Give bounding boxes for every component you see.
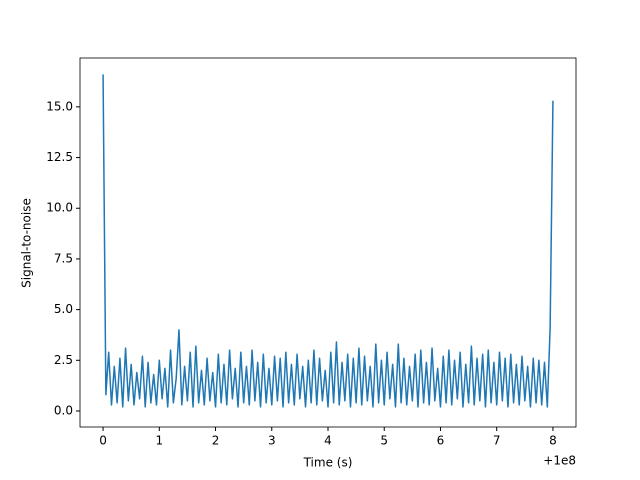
y-tick-label: 5.0 — [54, 302, 73, 316]
x-offset-label: +1e8 — [543, 454, 576, 468]
x-tick-label: 2 — [212, 434, 220, 448]
x-tick-label: 7 — [493, 434, 501, 448]
x-tick-label: 5 — [380, 434, 388, 448]
x-tick-label: 0 — [99, 434, 107, 448]
y-tick-label: 0.0 — [54, 403, 73, 417]
y-tick-label: 7.5 — [54, 251, 73, 265]
plot-frame — [79, 57, 577, 428]
y-tick-label: 10.0 — [46, 201, 73, 215]
x-tick-label: 8 — [549, 434, 557, 448]
y-tick-label: 15.0 — [46, 99, 73, 113]
y-axis-label: Signal-to-noise — [20, 198, 34, 288]
x-tick-label: 6 — [437, 434, 445, 448]
y-tick-label: 12.5 — [46, 150, 73, 164]
line-series — [102, 74, 554, 408]
x-tick-label: 4 — [324, 434, 332, 448]
y-tick-label: 2.5 — [54, 353, 73, 367]
x-tick-label: 3 — [268, 434, 276, 448]
x-tick-label: 1 — [155, 434, 163, 448]
x-axis-label: Time (s) — [303, 456, 353, 470]
